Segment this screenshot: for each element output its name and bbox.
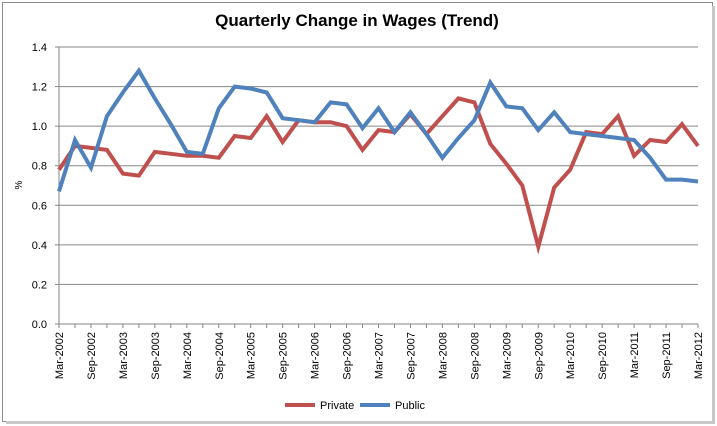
- x-tick-label: Mar-2003: [118, 332, 130, 379]
- y-tick-label: 0.6: [32, 200, 47, 212]
- x-tick-label: Mar-2009: [501, 332, 513, 379]
- x-tick-label: Mar-2006: [310, 332, 322, 379]
- x-tick-labels: Mar-2002 Sep-2002 Mar-2003 Sep-2003 Mar-2004…: [54, 332, 705, 380]
- x-tick-label: Mar-2012: [693, 332, 705, 379]
- legend-label-private: Private: [320, 400, 354, 412]
- series-line-public: [57, 67, 699, 192]
- gridlines: [59, 46, 698, 285]
- y-tick-labels: 0.0 0.2 0.4 0.6 0.8 1.0 1.2 1.4: [32, 42, 59, 331]
- y-tick-label: 1.4: [32, 42, 47, 54]
- y-tick-label: 1.2: [32, 82, 47, 94]
- frame-shadow-bottom: [6, 421, 715, 424]
- y-tick-label: 1.0: [32, 121, 47, 133]
- x-tick-label: Mar-2010: [565, 332, 577, 379]
- x-tick-label: Mar-2007: [374, 332, 386, 379]
- y-axis-label: %: [14, 180, 25, 189]
- x-tick-label: Sep-2007: [405, 332, 417, 380]
- y-tick-label: 0.4: [32, 240, 47, 252]
- x-tick-label: Sep-2010: [597, 332, 609, 380]
- legend: Private Public: [285, 400, 425, 412]
- x-tick-label: Mar-2011: [629, 332, 641, 378]
- series-lines: [57, 67, 700, 255]
- x-tick-label: Sep-2009: [533, 332, 545, 380]
- chart-title: Quarterly Change in Wages (Trend): [215, 11, 499, 30]
- y-tick-label: 0.8: [32, 161, 47, 173]
- frame-shadow-right: [712, 6, 715, 422]
- x-tick-label: Sep-2005: [278, 332, 290, 380]
- legend-label-public: Public: [395, 400, 425, 412]
- x-tick-label: Mar-2008: [437, 332, 449, 379]
- axes: [58, 47, 699, 328]
- x-tick-label: Sep-2003: [150, 332, 162, 380]
- x-tick-label: Sep-2004: [214, 332, 226, 380]
- x-tick-label: Mar-2005: [246, 332, 258, 379]
- x-tick-label: Sep-2011: [661, 332, 673, 379]
- chart-frame: [2, 2, 713, 422]
- x-tick-label: Mar-2002: [54, 332, 66, 379]
- x-tick-label: Sep-2008: [469, 332, 481, 380]
- x-tick-label: Sep-2002: [86, 332, 98, 380]
- y-tick-label: 0.0: [32, 319, 47, 331]
- x-tick-label: Sep-2006: [342, 332, 354, 380]
- x-tick-label: Mar-2004: [182, 332, 194, 379]
- series-line-private: [57, 96, 700, 255]
- y-tick-label: 0.2: [32, 279, 47, 291]
